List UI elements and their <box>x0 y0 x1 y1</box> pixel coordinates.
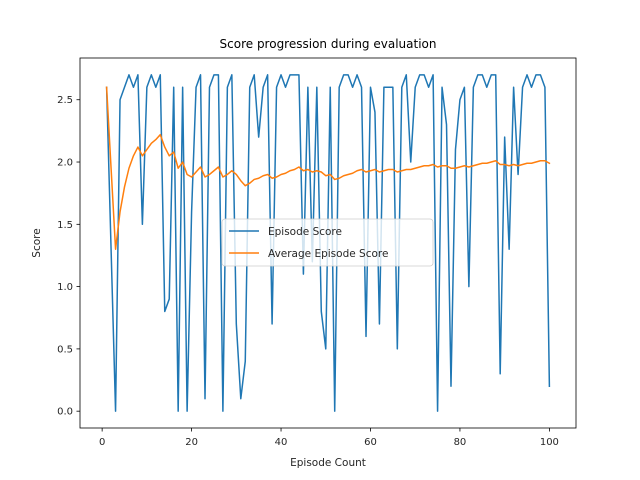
x-tick-label: 0 <box>99 437 105 448</box>
y-tick-label: 1.0 <box>57 282 73 293</box>
x-tick-label: 100 <box>540 437 559 448</box>
series-layer <box>105 74 551 412</box>
y-tick-label: 2.0 <box>57 158 73 169</box>
x-axis: 0 20 40 60 80 100 <box>99 428 559 448</box>
legend-label-episode-score: Episode Score <box>268 226 342 238</box>
y-tick-label: 0.5 <box>57 344 73 355</box>
y-tick-label: 1.5 <box>57 220 73 231</box>
y-axis: 0.0 0.5 1.0 1.5 2.0 2.5 <box>57 95 80 418</box>
x-tick-label: 20 <box>185 437 198 448</box>
x-axis-label: Episode Count <box>290 457 366 469</box>
legend: Episode Score Average Episode Score <box>221 218 434 267</box>
legend-box <box>221 218 434 267</box>
x-tick-label: 80 <box>454 437 467 448</box>
chart-title: Score progression during evaluation <box>220 37 437 51</box>
y-tick-label: 2.5 <box>57 95 73 106</box>
x-tick-label: 40 <box>275 437 288 448</box>
plot-frame <box>79 57 577 429</box>
y-tick-label: 0.0 <box>57 407 73 418</box>
series-line-episode-score <box>105 74 551 412</box>
y-axis-label: Score <box>31 228 43 257</box>
legend-label-average-episode-score: Average Episode Score <box>268 248 388 260</box>
series-line-average-episode-score <box>105 86 551 250</box>
x-tick-label: 60 <box>364 437 377 448</box>
